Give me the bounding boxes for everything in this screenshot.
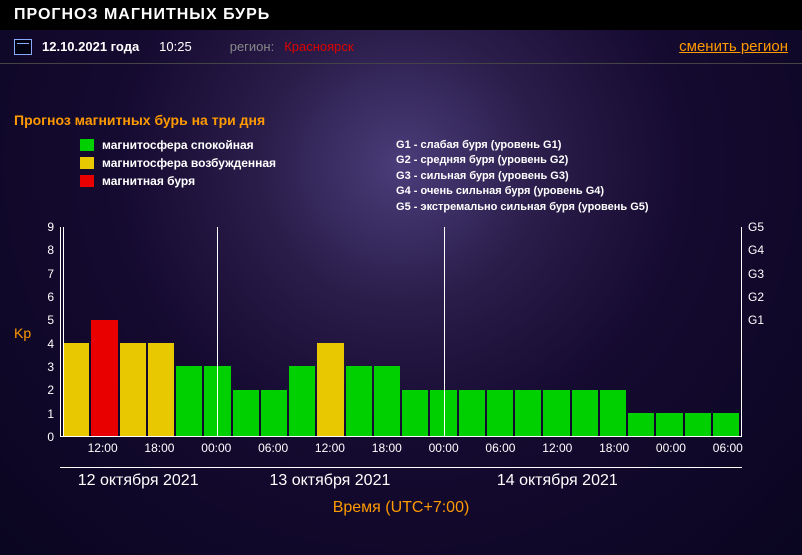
g-tick: G1 bbox=[748, 313, 764, 327]
page-title: ПРОГНОЗ МАГНИТНЫХ БУРЬ bbox=[14, 6, 270, 23]
day-row: 12 октября 2021 13 октября 2021 14 октября… bbox=[60, 467, 742, 491]
y-tick: 4 bbox=[47, 337, 54, 351]
chart-bar bbox=[713, 413, 739, 436]
x-axis-ticks: 12:00 18:00 00:00 06:00 12:00 18:00 00:00 06:00… bbox=[60, 441, 742, 459]
legend-label: магнитная буря bbox=[102, 174, 195, 188]
legend-label: магнитосфера спокойная bbox=[102, 138, 254, 152]
x-tick: 00:00 bbox=[656, 441, 686, 455]
y-tick: 5 bbox=[47, 313, 54, 327]
chart-bar bbox=[685, 413, 711, 436]
chart-bar bbox=[233, 390, 259, 436]
y-tick: 2 bbox=[47, 383, 54, 397]
legend-swatch bbox=[80, 157, 94, 169]
g-tick: G2 bbox=[748, 290, 764, 304]
chart-bar bbox=[346, 366, 372, 436]
subtitle: Прогноз магнитных бурь на три дня bbox=[0, 64, 802, 138]
legend-area: магнитосфера спокойная магнитосфера возбу… bbox=[0, 138, 802, 219]
x-tick: 18:00 bbox=[372, 441, 402, 455]
y-tick: 3 bbox=[47, 360, 54, 374]
legend-state-item: магнитосфера возбужденная bbox=[80, 156, 276, 170]
legend-state-item: магнитосфера спокойная bbox=[80, 138, 276, 152]
y-tick: 9 bbox=[47, 220, 54, 234]
chart-bar bbox=[402, 390, 428, 436]
y-axis-label: Kp bbox=[14, 325, 31, 341]
current-time: 10:25 bbox=[159, 39, 192, 54]
chart-bar bbox=[487, 390, 513, 436]
legend-swatch bbox=[80, 175, 94, 187]
info-row: 12.10.2021 года 10:25 регион: Красноярск… bbox=[0, 30, 802, 64]
x-tick: 18:00 bbox=[144, 441, 174, 455]
y-tick: 1 bbox=[47, 407, 54, 421]
y-tick: 8 bbox=[47, 243, 54, 257]
g-tick: G3 bbox=[748, 267, 764, 281]
region-label: регион: bbox=[230, 39, 274, 54]
legend-g-scale: G1 - слабая буря (уровень G1) G2 - средн… bbox=[396, 138, 649, 215]
y-tick: 6 bbox=[47, 290, 54, 304]
kp-chart: 0123456789 Kp G1G2G3G4G5 12:0018:0000:00… bbox=[14, 227, 788, 547]
day-label: 14 октября 2021 bbox=[497, 472, 618, 490]
x-tick: 12:00 bbox=[315, 441, 345, 455]
y-tick: 0 bbox=[47, 430, 54, 444]
chart-bar bbox=[600, 390, 626, 436]
legend-swatch bbox=[80, 139, 94, 151]
chart-plot-area bbox=[60, 227, 742, 437]
x-tick: 00:00 bbox=[429, 441, 459, 455]
x-tick: 18:00 bbox=[599, 441, 629, 455]
legend-label: магнитосфера возбужденная bbox=[102, 156, 276, 170]
calendar-icon bbox=[14, 39, 32, 55]
x-tick: 12:00 bbox=[542, 441, 572, 455]
day-label: 12 октября 2021 bbox=[78, 472, 199, 490]
g-tick: G5 bbox=[748, 220, 764, 234]
day-divider bbox=[444, 227, 445, 436]
chart-bar bbox=[515, 390, 541, 436]
current-date: 12.10.2021 года bbox=[42, 39, 139, 54]
y-tick: 7 bbox=[47, 267, 54, 281]
chart-bar bbox=[543, 390, 569, 436]
x-tick: 12:00 bbox=[88, 441, 118, 455]
chart-bar bbox=[317, 343, 343, 436]
chart-bar bbox=[656, 413, 682, 436]
chart-bar bbox=[148, 343, 174, 436]
day-divider bbox=[217, 227, 218, 436]
legend-state-item: магнитная буря bbox=[80, 174, 276, 188]
chart-bar bbox=[572, 390, 598, 436]
chart-bar bbox=[289, 366, 315, 436]
x-tick: 06:00 bbox=[713, 441, 743, 455]
chart-bar bbox=[91, 320, 117, 436]
change-region-link[interactable]: сменить регион bbox=[679, 38, 788, 55]
x-tick: 06:00 bbox=[258, 441, 288, 455]
x-tick: 00:00 bbox=[201, 441, 231, 455]
page-header: ПРОГНОЗ МАГНИТНЫХ БУРЬ bbox=[0, 0, 802, 30]
day-label: 13 октября 2021 bbox=[269, 472, 390, 490]
region-name: Красноярск bbox=[284, 39, 353, 54]
chart-bar bbox=[176, 366, 202, 436]
chart-bar bbox=[120, 343, 146, 436]
chart-bar bbox=[374, 366, 400, 436]
chart-bar bbox=[261, 390, 287, 436]
x-tick: 06:00 bbox=[485, 441, 515, 455]
chart-bar bbox=[628, 413, 654, 436]
chart-bar bbox=[63, 343, 89, 436]
g-axis: G1G2G3G4G5 bbox=[742, 227, 788, 437]
g-tick: G4 bbox=[748, 243, 764, 257]
chart-bar bbox=[459, 390, 485, 436]
legend-states: магнитосфера спокойная магнитосфера возбу… bbox=[80, 138, 276, 215]
x-axis-title: Время (UTC+7:00) bbox=[14, 499, 788, 517]
